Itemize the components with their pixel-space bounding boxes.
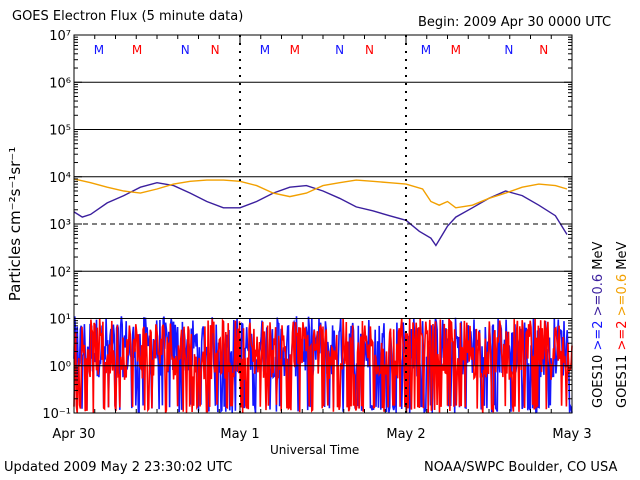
x-tick-label: May 1 xyxy=(220,427,259,442)
legend-entry: MeV xyxy=(615,242,630,274)
y-tick-label: 10⁶ xyxy=(49,76,71,91)
noon-midnight-marker: M xyxy=(94,43,104,57)
series-layer xyxy=(73,178,573,414)
legend-entry: >=0.6 xyxy=(591,274,606,321)
legend-entry: GOES11 xyxy=(615,355,630,408)
noon-midnight-marker: M xyxy=(421,43,431,57)
axis-labels: 10⁻¹ 10⁰ 10¹ 10² 10³ 10⁴ 10⁵ 10⁶ 10⁷ Apr 30 May 1 M… xyxy=(6,29,630,442)
series-line-goes11-2mev xyxy=(73,318,573,414)
x-axis-label: Universal Time xyxy=(270,443,360,457)
y-tick-label: 10⁵ xyxy=(49,124,71,139)
noon-midnight-marker: N xyxy=(365,43,374,57)
legend-column: GOES11 >=2 >=0.6 MeV xyxy=(615,242,630,408)
noon-midnight-marker: N xyxy=(181,43,190,57)
legend-entry: GOES10 xyxy=(591,355,606,408)
noon-midnight-marker: N xyxy=(504,43,513,57)
series-line-goes11-06mev xyxy=(73,178,568,209)
credit-line: NOAA/SWPC Boulder, CO USA xyxy=(424,460,618,475)
y-tick-label: 10¹ xyxy=(49,313,71,328)
legend-entry: >=2 xyxy=(591,320,606,354)
x-tick-label: May 3 xyxy=(552,427,591,442)
y-tick-label: 10² xyxy=(49,265,71,280)
updated-timestamp: Updated 2009 May 2 23:30:02 UTC xyxy=(4,460,233,475)
y-tick-label: 10³ xyxy=(49,218,71,233)
legend-entry: >=2 xyxy=(615,320,630,354)
x-tick-label: May 2 xyxy=(386,427,425,442)
y-tick-label: 10⁰ xyxy=(49,360,71,375)
y-axis-label: Particles cm⁻²s⁻¹sr⁻¹ xyxy=(6,147,24,301)
noon-midnight-marker: N xyxy=(539,43,548,57)
begin-time: Begin: 2009 Apr 30 0000 UTC xyxy=(418,15,612,30)
axis-ticks xyxy=(73,34,573,414)
noon-midnight-marker: M xyxy=(290,43,300,57)
noon-midnight-marker: M xyxy=(451,43,461,57)
y-tick-label: 10⁷ xyxy=(49,29,71,44)
noon-midnight-marker: N xyxy=(211,43,220,57)
legend-entry: MeV xyxy=(591,242,606,274)
y-tick-label: 10⁴ xyxy=(49,171,71,186)
x-tick-label: Apr 30 xyxy=(52,427,95,442)
noon-midnight-marker: M xyxy=(132,43,142,57)
legend-entry: >=0.6 xyxy=(615,274,630,321)
y-tick-label: 10⁻¹ xyxy=(42,407,71,422)
noon-midnight-marker: M xyxy=(260,43,270,57)
noon-midnight-marker: N xyxy=(335,43,344,57)
grid-layer xyxy=(74,35,572,413)
legend-column: GOES10 >=2 >=0.6 MeV xyxy=(591,242,606,408)
chart-title: GOES Electron Flux (5 minute data) xyxy=(12,9,244,24)
series-line-goes10-06mev xyxy=(73,181,568,247)
